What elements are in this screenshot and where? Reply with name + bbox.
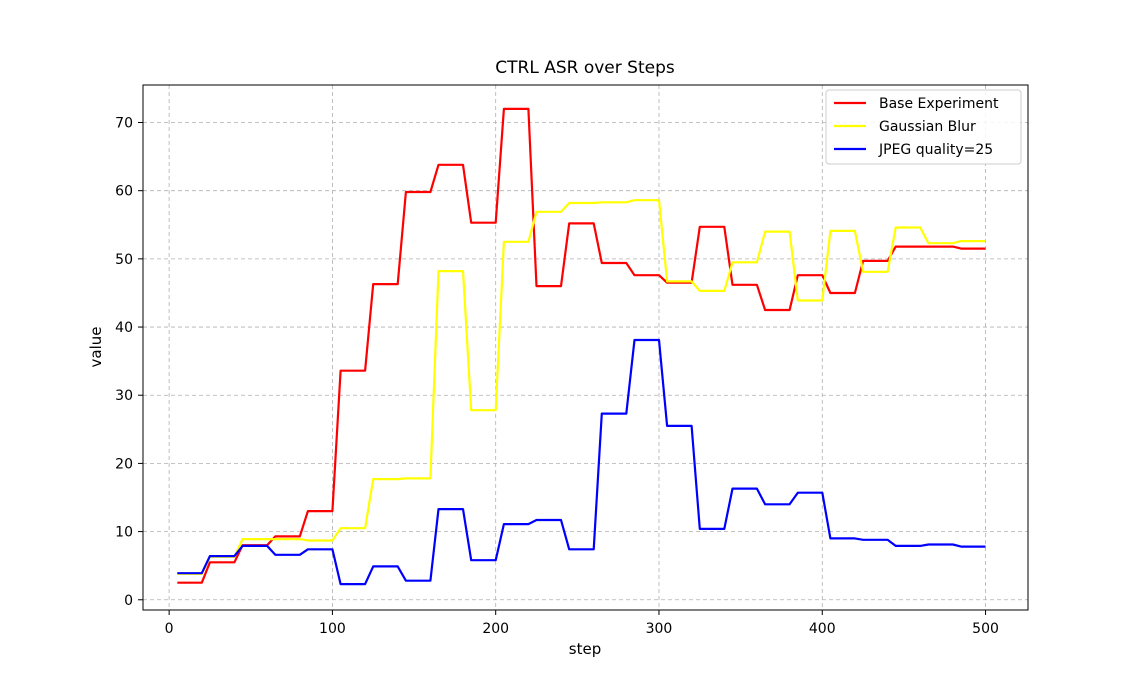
x-tick-label: 100 [319, 621, 346, 637]
y-tick-label: 60 [115, 184, 133, 200]
legend: Base Experiment Gaussian Blur JPEG quality… [825, 89, 1022, 165]
x-tick-label: 200 [482, 621, 509, 637]
y-tick-label: 20 [115, 456, 133, 472]
y-tick-label: 10 [115, 525, 133, 541]
x-tick-label: 300 [646, 621, 673, 637]
legend-label-1: Gaussian Blur [879, 119, 976, 135]
x-axis-ticks: 0 100 200 300 400 500 [165, 610, 999, 637]
x-tick-label: 0 [165, 621, 174, 637]
legend-box [825, 89, 1022, 165]
y-tick-label: 30 [115, 388, 133, 404]
series-line-2 [177, 338, 986, 586]
y-axis-ticks: 0 10 20 30 40 50 60 70 [115, 116, 143, 609]
x-tick-label: 400 [809, 621, 836, 637]
legend-label-2: JPEG quality=25 [878, 142, 993, 158]
legend-label-0: Base Experiment [879, 96, 999, 112]
y-tick-label: 70 [115, 116, 133, 132]
y-tick-label: 0 [124, 593, 133, 609]
y-tick-label: 50 [115, 252, 133, 268]
y-axis-label: value [87, 327, 105, 368]
series-line-1 [177, 199, 986, 576]
series-line-0 [177, 107, 986, 584]
series-lines [177, 107, 986, 586]
plot-area-frame [142, 84, 1029, 611]
x-axis-label: step [569, 640, 601, 658]
chart-title: CTRL ASR over Steps [495, 58, 675, 78]
y-tick-label: 40 [115, 320, 133, 336]
grid [143, 85, 1028, 610]
x-tick-label: 500 [972, 621, 999, 637]
